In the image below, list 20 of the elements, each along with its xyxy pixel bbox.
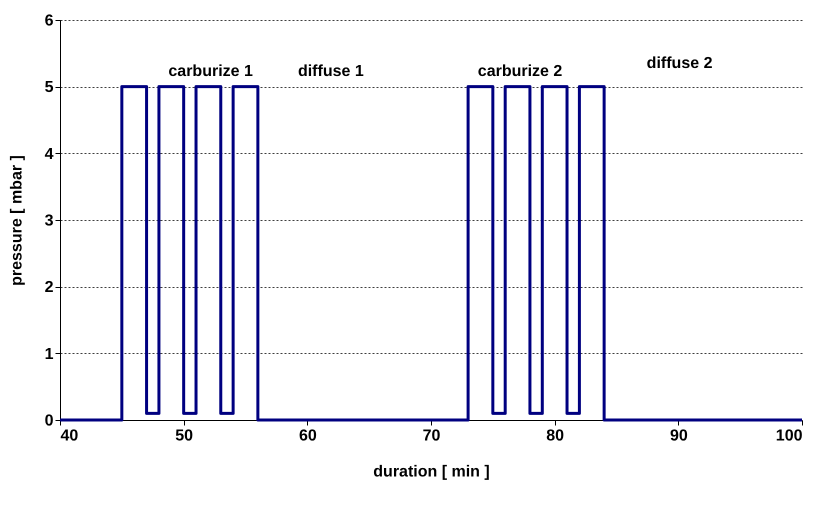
y-tick-label: 2 (44, 279, 54, 296)
x-tick-label: 70 (422, 428, 440, 444)
x-tick-label: 60 (298, 428, 317, 444)
y-axis-title: pressure [ mbar ] (8, 155, 26, 286)
x-tick-label: 90 (670, 428, 688, 444)
y-tick-label: 3 (44, 212, 54, 230)
annotation: carburize 2 (478, 63, 562, 80)
y-tick-label: 6 (44, 12, 54, 30)
x-tick-label: 50 (175, 428, 194, 444)
y-tick-label: 4 (44, 146, 54, 163)
x-tick-label: 100 (776, 428, 803, 444)
y-tick-label: 0 (44, 412, 54, 430)
x-axis-title: duration [ min ] (373, 464, 490, 480)
y-tick-label: 5 (44, 79, 54, 96)
annotation: diffuse 1 (298, 63, 364, 80)
x-tick-label: 80 (546, 428, 564, 444)
annotation: carburize 1 (168, 63, 253, 80)
x-tick-label: 40 (60, 428, 78, 444)
y-tick-label: 1 (44, 346, 54, 363)
annotation: diffuse 2 (646, 55, 713, 72)
